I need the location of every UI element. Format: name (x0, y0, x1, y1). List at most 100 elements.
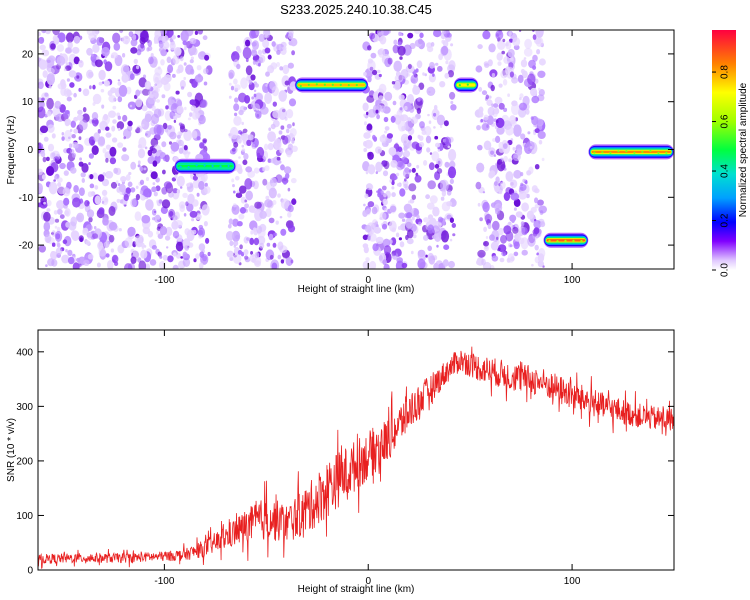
noise-speck (538, 205, 547, 214)
noise-speck (536, 49, 541, 55)
noise-speck (424, 73, 428, 77)
noise-speck (94, 119, 99, 125)
noise-speck (482, 261, 492, 269)
noise-speck (375, 171, 378, 175)
noise-speck (511, 77, 519, 84)
noise-speck (197, 30, 203, 35)
noise-speck (291, 50, 295, 56)
noise-speck (262, 38, 270, 49)
noise-speck (497, 61, 502, 66)
spectrogram-y-label: Frequency (Hz) (6, 116, 17, 185)
noise-speck (141, 123, 145, 127)
noise-speck (288, 98, 297, 107)
noise-speck (446, 189, 452, 196)
noise-speck (252, 227, 257, 232)
noise-speck (376, 69, 381, 74)
noise-speck (62, 187, 71, 197)
noise-speck (66, 78, 70, 82)
noise-speck (97, 241, 104, 250)
noise-speck (401, 218, 406, 222)
noise-speck (110, 248, 115, 253)
noise-speck (501, 251, 507, 257)
noise-speck (390, 160, 398, 168)
noise-speck (418, 221, 422, 226)
noise-speck (423, 234, 429, 241)
noise-speck (149, 94, 154, 99)
noise-speck (76, 114, 84, 121)
signal-dot (227, 164, 230, 168)
noise-speck (280, 164, 285, 171)
noise-speck (418, 38, 423, 45)
noise-speck (86, 69, 94, 79)
noise-speck (233, 103, 240, 112)
noise-speck (377, 192, 382, 198)
noise-speck (204, 186, 211, 194)
noise-speck (139, 179, 145, 185)
noise-speck (141, 105, 148, 112)
noise-speck (391, 186, 395, 190)
noise-speck (77, 109, 83, 115)
noise-speck (65, 47, 72, 54)
noise-speck (125, 40, 129, 45)
noise-speck (38, 244, 46, 253)
noise-speck (108, 206, 116, 216)
noise-speck (483, 114, 489, 121)
noise-speck (60, 87, 67, 96)
signal-dot (179, 165, 182, 168)
noise-speck (369, 66, 374, 71)
signal-dot (572, 239, 575, 242)
noise-speck (433, 30, 442, 38)
noise-speck (98, 136, 105, 146)
noise-speck (53, 210, 58, 215)
noise-speck (477, 202, 481, 207)
noise-speck (531, 263, 534, 267)
noise-speck (533, 149, 537, 153)
noise-speck (87, 191, 93, 198)
noise-speck (232, 203, 237, 208)
noise-speck (263, 143, 269, 151)
noise-speck (103, 80, 110, 87)
noise-speck (242, 159, 248, 166)
noise-speck (477, 144, 483, 151)
noise-speck (181, 140, 184, 145)
noise-speck (440, 230, 450, 243)
noise-speck (65, 65, 72, 71)
noise-speck (153, 191, 158, 197)
snr-panel: -100 0 100 0 100 200 300 400 Height of straigh… (6, 329, 675, 595)
noise-speck (487, 106, 496, 116)
noise-speck (437, 216, 444, 223)
noise-speck (512, 226, 519, 234)
noise-speck (145, 199, 154, 211)
noise-speck (509, 159, 512, 163)
noise-speck (447, 64, 456, 73)
noise-speck (233, 141, 239, 148)
noise-speck (44, 92, 49, 97)
noise-speck (137, 43, 146, 52)
noise-speck (411, 141, 420, 149)
noise-speck (103, 240, 110, 248)
noise-speck (154, 83, 158, 87)
noise-speck (46, 208, 51, 212)
y-tick-label: 100 (16, 511, 33, 522)
noise-speck (155, 214, 161, 220)
noise-speck (477, 249, 486, 258)
signal-dot (564, 239, 567, 242)
noise-speck (443, 120, 449, 127)
noise-speck (101, 178, 110, 187)
noise-speck (175, 241, 184, 252)
noise-speck (39, 101, 46, 108)
noise-speck (250, 49, 258, 57)
noise-speck (194, 30, 198, 35)
noise-speck (534, 128, 540, 134)
noise-speck (183, 213, 187, 217)
noise-speck (119, 183, 126, 193)
noise-speck (253, 89, 257, 93)
noise-speck (268, 187, 277, 199)
noise-speck (447, 70, 454, 78)
noise-speck (505, 171, 514, 182)
noise-speck (226, 250, 234, 258)
noise-speck (176, 99, 182, 108)
noise-speck (396, 183, 401, 187)
noise-speck (153, 108, 162, 118)
noise-speck (392, 44, 399, 54)
